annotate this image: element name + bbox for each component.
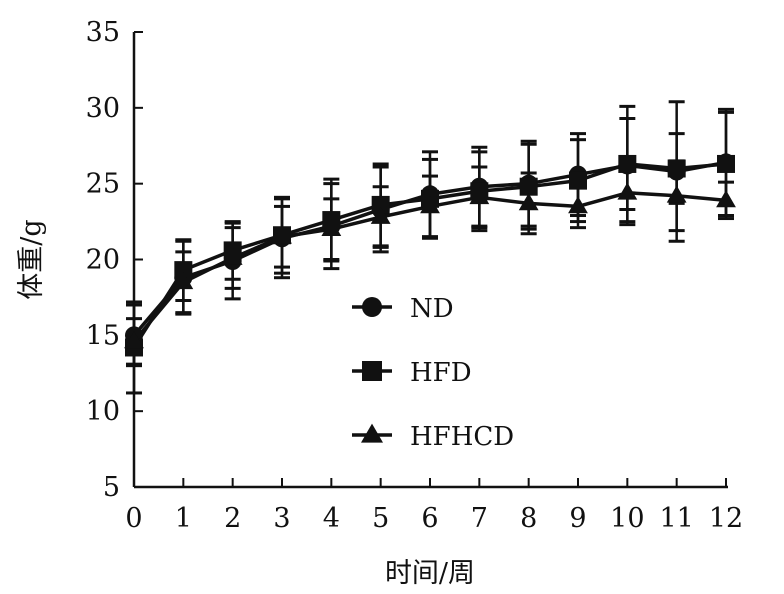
legend-item-hfhcd: HFHCD [352,422,514,452]
marker-hfhcd [568,196,588,214]
marker-hfhcd [124,331,144,349]
x-tick-label: 10 [610,503,644,534]
y-tick-label: 35 [86,17,120,48]
legend-marker-hfhcd [361,423,383,443]
legend-label: HFD [410,358,472,388]
x-axis-title: 时间/周 [385,558,475,589]
y-tick-label: 30 [86,93,120,124]
marker-hfhcd [173,271,194,290]
y-tick-label: 5 [103,472,120,503]
x-tick-label: 8 [520,503,537,534]
axes [132,32,728,489]
marker-hfd [569,171,587,190]
y-tick-label: 15 [86,320,120,351]
marker-hfhcd [420,196,440,214]
marker-hfhcd [321,218,342,237]
marker-hfd [519,177,538,196]
x-tick-label: 1 [175,503,192,534]
legend-label: HFHCD [410,422,514,452]
marker-hfhcd [272,226,292,244]
legend: ND HFD HFHCD [352,294,514,452]
x-tick-label: 7 [471,503,488,534]
x-tick-label: 5 [372,503,389,534]
y-tick-label: 25 [86,169,120,200]
y-tick-label: 10 [86,396,120,427]
x-tick-label: 9 [569,503,586,534]
marker-hfhcd [222,247,243,265]
x-tick-label: 11 [659,503,693,534]
x-tick-label: 12 [709,503,743,534]
x-tick-label: 3 [273,503,290,534]
marker-hfd [667,159,686,178]
marker-hfhcd [617,182,638,200]
marker-hfhcd [716,190,736,208]
legend-item-hfd: HFD [352,358,472,388]
marker-hfd [174,261,193,280]
legend-item-nd: ND [352,294,454,324]
legend-marker-hfd [362,361,382,381]
y-axis-title: 体重/g [16,219,47,299]
legend-label: ND [410,294,454,324]
x-tick-label: 0 [125,503,142,534]
x-tick-label: 6 [421,503,438,534]
marker-hfhcd [469,187,490,205]
legend-marker-nd [362,297,382,317]
marker-hfd [618,154,637,173]
x-tick-label: 4 [323,503,340,534]
marker-hfhcd [666,185,687,203]
y-tick-label: 20 [86,245,120,276]
marker-hfd [717,154,735,173]
marker-hfhcd [370,206,391,224]
marker-hfd [371,195,390,214]
marker-hfhcd [518,193,539,211]
x-tick-label: 2 [224,503,241,534]
error-bars [126,100,734,395]
series-markers [124,153,736,357]
